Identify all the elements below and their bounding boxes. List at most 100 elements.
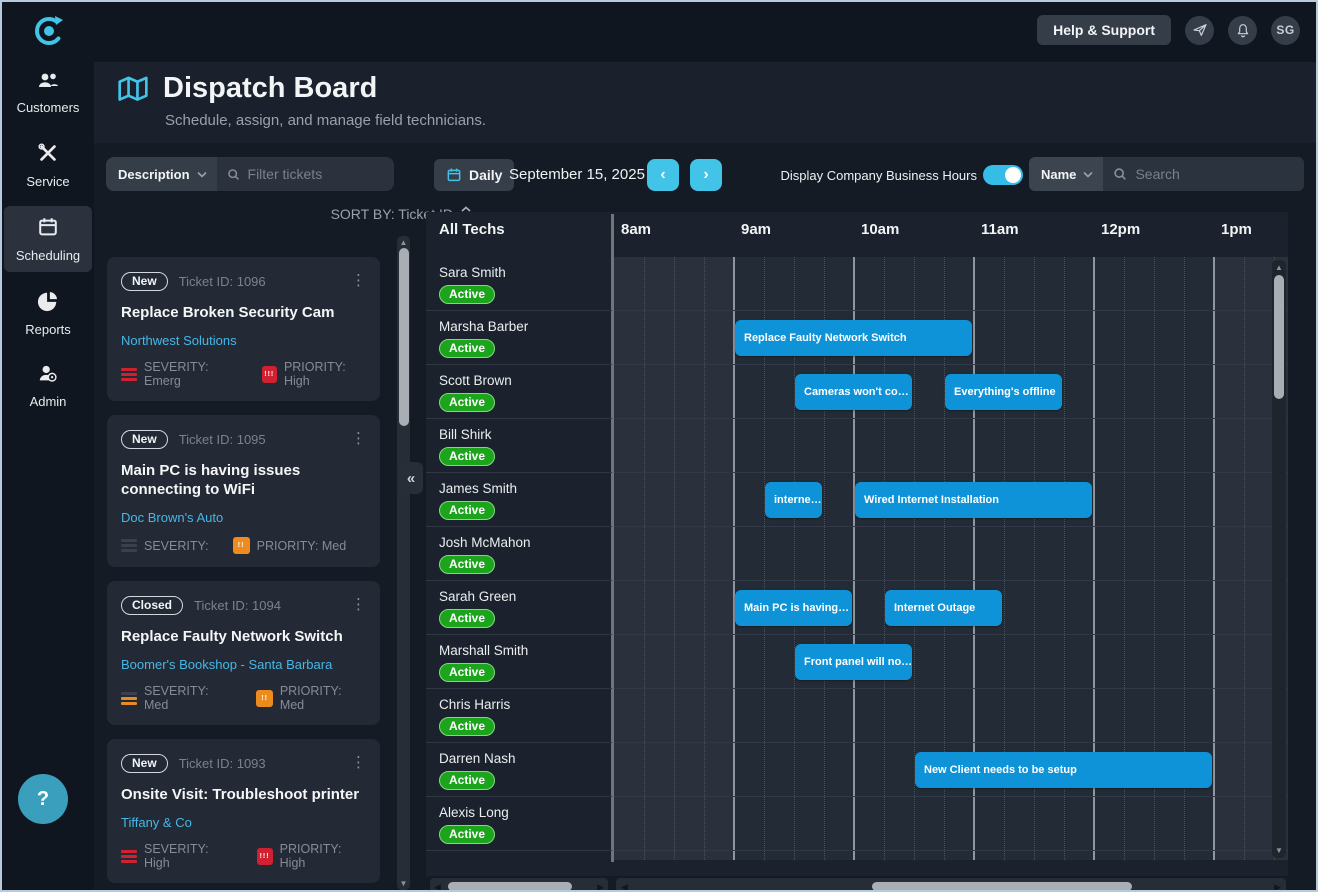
schedule-event[interactable]: Internet Outage (885, 590, 1002, 626)
technician-row[interactable]: Scott Brown Active (426, 365, 612, 419)
scroll-right-arrow-icon[interactable]: ▶ (1274, 882, 1281, 892)
collapse-panel-button[interactable]: « (399, 462, 423, 494)
schedule-event[interactable]: interne… (765, 482, 822, 518)
ticket-card[interactable]: New Ticket ID: 1093 ⋮ Onsite Visit: Trouble… (107, 739, 380, 883)
ticket-card[interactable]: New Ticket ID: 1096 ⋮ Replace Broken Securi… (107, 257, 380, 401)
quarter-hour-gridline (644, 257, 645, 860)
notifications-button[interactable] (1228, 15, 1257, 45)
ticket-menu-button[interactable]: ⋮ (351, 430, 366, 447)
ticket-customer-link[interactable]: Boomer's Bookshop - Santa Barbara (121, 657, 333, 672)
column-divider (611, 214, 614, 862)
sidebar-item-reports[interactable]: Reports (4, 280, 92, 346)
help-fab-button[interactable]: ? (18, 774, 68, 824)
schedule-event[interactable]: Replace Faulty Network Switch (735, 320, 972, 356)
time-tick-label: 11am (981, 221, 1019, 238)
ticket-menu-button[interactable]: ⋮ (351, 272, 366, 289)
time-tick-label: 1pm (1221, 221, 1252, 238)
quarter-hour-gridline (884, 257, 885, 860)
ticket-meta-row: SEVERITY: Emerg!!! PRIORITY: High (121, 360, 366, 388)
scroll-up-arrow-icon[interactable]: ▲ (399, 238, 408, 247)
quarter-hour-gridline (1154, 257, 1155, 860)
schedule-event[interactable]: Cameras won't co… (795, 374, 912, 410)
ticket-customer-link[interactable]: Tiffany & Co (121, 815, 192, 830)
chevron-down-icon (1083, 171, 1093, 178)
severity-label: SEVERITY: High (144, 842, 209, 870)
ticket-title: Main PC is having issues connecting to W… (121, 462, 301, 498)
app-logo-icon[interactable] (32, 14, 66, 48)
priority-label: PRIORITY: Med (279, 684, 342, 712)
ticket-card[interactable]: New Ticket ID: 1095 ⋮ Main PC is having iss… (107, 415, 380, 567)
ticket-list-scrollbar[interactable]: ▲ ▼ (397, 236, 410, 890)
ticket-customer-link[interactable]: Northwest Solutions (121, 333, 237, 348)
technician-row[interactable]: James Smith Active (426, 473, 612, 527)
ticket-id: Ticket ID: 1094 (194, 597, 281, 613)
scroll-right-arrow-icon[interactable]: ▶ (597, 882, 604, 892)
resource-horizontal-scrollbar[interactable]: ◀ ▶ (430, 878, 608, 892)
technician-row[interactable]: Sara Smith Active (426, 257, 612, 311)
status-badge: Closed (121, 595, 184, 615)
technician-row[interactable]: Alexis Long Active (426, 797, 612, 851)
search-field-dropdown[interactable]: Name (1029, 157, 1104, 191)
technician-name: Josh McMahon (439, 535, 531, 550)
quarter-hour-gridline (944, 257, 945, 860)
sidebar-item-service[interactable]: Service (4, 132, 92, 198)
technician-row[interactable]: Marshall Smith Active (426, 635, 612, 689)
view-mode-button[interactable]: Daily (434, 159, 515, 191)
technician-row[interactable]: Bill Shirk Active (426, 419, 612, 473)
schedule-event[interactable]: Main PC is having… (735, 590, 852, 626)
technician-row[interactable]: Josh McMahon Active (426, 527, 612, 581)
technician-name: Bill Shirk (439, 427, 492, 442)
sidebar-item-scheduling[interactable]: Scheduling (4, 206, 92, 272)
help-support-button[interactable]: Help & Support (1037, 15, 1171, 45)
technician-status-badge: Active (439, 555, 496, 574)
schedule-event[interactable]: New Client needs to be setup (915, 752, 1212, 788)
sidebar-item-admin[interactable]: Admin (4, 354, 92, 418)
business-hours-toggle[interactable] (983, 165, 1023, 185)
ticket-menu-button[interactable]: ⋮ (351, 596, 366, 613)
technician-status-badge: Active (439, 771, 496, 790)
schedule-event[interactable]: Front panel will no… (795, 644, 912, 680)
send-message-button[interactable] (1185, 15, 1214, 45)
schedule-event[interactable]: Wired Internet Installation (855, 482, 1092, 518)
search-icon (1114, 168, 1127, 180)
resource-column-header: All Techs (439, 221, 505, 238)
schedule-grid[interactable]: Replace Faulty Network Switch Cameras won… (614, 257, 1288, 860)
tech-search-input[interactable] (1135, 166, 1294, 182)
ticket-card[interactable]: Closed Ticket ID: 1094 ⋮ Replace Faulty Net… (107, 581, 380, 725)
ticket-customer-link[interactable]: Doc Brown's Auto (121, 510, 224, 525)
technician-row[interactable]: Chris Harris Active (426, 689, 612, 743)
sort-control[interactable]: SORT BY: Ticket ID (106, 203, 472, 225)
time-axis-header: 8am 9am 10am 11am 12pm 1pm (614, 212, 1288, 257)
scroll-left-arrow-icon[interactable]: ◀ (434, 882, 441, 892)
scroll-down-arrow-icon[interactable]: ▼ (399, 879, 408, 888)
ticket-list: New Ticket ID: 1096 ⋮ Replace Broken Securi… (107, 257, 380, 883)
grid-vertical-scrollbar[interactable]: ▲ ▼ (1272, 260, 1286, 858)
schedule-event[interactable]: Everything's offline (945, 374, 1062, 410)
ticket-menu-button[interactable]: ⋮ (351, 754, 366, 771)
ticket-card-header: Closed Ticket ID: 1094 ⋮ (121, 594, 366, 616)
technician-name: Alexis Long (439, 805, 509, 820)
ticket-filter-input[interactable] (247, 166, 384, 182)
time-tick-label: 12pm (1101, 221, 1141, 238)
sidebar-item-customers[interactable]: Customers (4, 62, 92, 124)
quarter-hour-gridline (914, 257, 915, 860)
sidebar-item-label: Customers (16, 100, 80, 115)
scroll-down-arrow-icon[interactable]: ▼ (1275, 846, 1283, 855)
technician-row[interactable]: Sarah Green Active (426, 581, 612, 635)
technician-row[interactable]: Marsha Barber Active (426, 311, 612, 365)
grid-horizontal-scrollbar[interactable]: ◀ ▶ (616, 878, 1286, 892)
technician-row[interactable]: Darren Nash Active (426, 743, 612, 797)
dispatch-board-grid: All Techs 8am 9am 10am 11am 12pm 1pm Sara Smi… (426, 212, 1288, 890)
next-day-button[interactable]: › (690, 159, 722, 191)
sidebar-item-label: Reports (25, 322, 71, 337)
filter-field-dropdown[interactable]: Description (106, 157, 217, 191)
ticket-id: Ticket ID: 1093 (178, 755, 266, 771)
technician-name: Marshall Smith (439, 643, 529, 658)
technician-name: Sarah Green (439, 589, 517, 604)
previous-day-button[interactable]: ‹ (647, 159, 679, 191)
user-avatar[interactable]: SG (1271, 15, 1300, 45)
scroll-up-arrow-icon[interactable]: ▲ (1275, 263, 1283, 272)
severity-bars-icon (121, 848, 137, 865)
technician-name: Darren Nash (439, 751, 516, 766)
scroll-left-arrow-icon[interactable]: ◀ (621, 882, 628, 892)
